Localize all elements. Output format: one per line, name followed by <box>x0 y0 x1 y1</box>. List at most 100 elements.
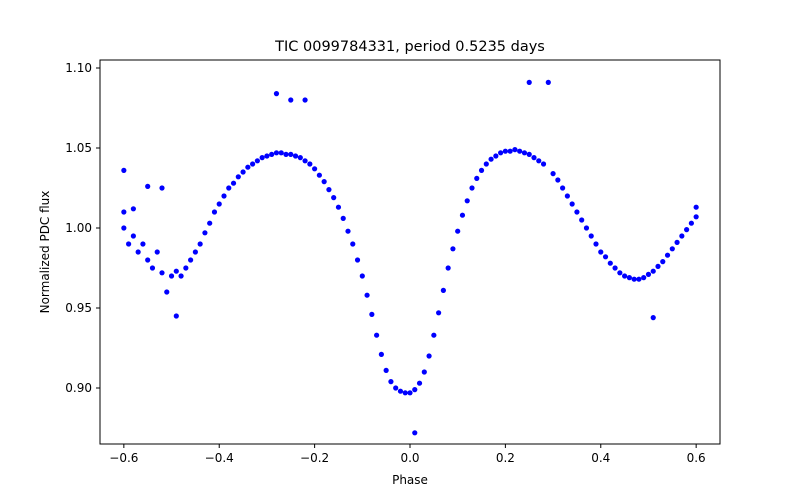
x-tick-label: 0.6 <box>687 451 706 465</box>
data-point <box>412 430 418 436</box>
data-point <box>288 97 294 103</box>
data-point <box>626 275 632 281</box>
data-point <box>507 148 513 154</box>
data-point <box>650 315 656 321</box>
chart-title: TIC 0099784331, period 0.5235 days <box>274 39 545 55</box>
data-point <box>502 148 508 154</box>
x-tick-label: −0.6 <box>109 451 138 465</box>
data-point <box>173 268 179 274</box>
data-point <box>121 225 127 231</box>
data-point <box>650 268 656 274</box>
data-point <box>130 233 136 239</box>
data-point <box>397 388 404 394</box>
data-point <box>483 161 489 167</box>
data-point <box>121 167 127 173</box>
data-point <box>240 169 246 175</box>
data-point <box>340 215 346 221</box>
data-point <box>345 228 351 234</box>
data-point <box>598 249 604 255</box>
data-point <box>259 155 265 161</box>
y-tick-label: 1.00 <box>65 221 92 235</box>
data-point <box>302 158 308 164</box>
data-point <box>579 217 585 223</box>
data-point <box>321 179 327 185</box>
data-point <box>622 273 628 279</box>
data-point <box>536 158 542 164</box>
data-point <box>393 385 399 391</box>
data-point <box>564 193 570 199</box>
data-point <box>636 276 642 282</box>
data-point <box>307 161 313 167</box>
data-point <box>402 390 408 396</box>
data-point <box>297 155 303 161</box>
data-point <box>612 265 618 271</box>
data-point <box>350 241 356 247</box>
data-point <box>674 239 680 245</box>
data-point <box>469 185 475 191</box>
data-point <box>488 156 494 162</box>
x-tick-label: 0.0 <box>400 451 419 465</box>
data-point <box>431 332 437 338</box>
x-tick-label: 0.4 <box>591 451 610 465</box>
data-point <box>145 257 151 263</box>
data-point <box>192 249 198 255</box>
data-series <box>121 79 699 436</box>
data-point <box>369 311 375 317</box>
data-point <box>445 265 451 271</box>
data-point <box>588 233 594 239</box>
data-point <box>354 257 361 263</box>
data-point <box>183 265 189 271</box>
data-point <box>593 241 599 247</box>
data-point <box>555 177 561 183</box>
data-point <box>531 155 537 161</box>
data-point <box>474 175 480 181</box>
data-point <box>221 193 227 199</box>
data-point <box>164 289 170 295</box>
data-point <box>436 310 442 316</box>
y-tick-label: 0.90 <box>65 381 92 395</box>
data-point <box>202 230 208 236</box>
data-point <box>645 271 652 277</box>
data-point <box>374 332 380 338</box>
data-point <box>278 150 284 156</box>
data-point <box>512 147 518 153</box>
data-point <box>149 265 156 271</box>
data-point <box>159 185 165 191</box>
x-axis-label: Phase <box>392 473 428 487</box>
data-point <box>450 246 456 252</box>
data-point <box>521 150 528 156</box>
data-point <box>607 260 613 266</box>
data-point <box>197 241 203 247</box>
data-point <box>264 153 270 159</box>
data-point <box>269 151 275 157</box>
data-point <box>455 228 461 234</box>
data-point <box>154 249 160 255</box>
data-point <box>602 254 609 260</box>
data-point <box>517 148 523 154</box>
data-point <box>326 187 332 193</box>
data-point <box>230 180 237 186</box>
data-point <box>140 241 146 247</box>
data-point <box>312 166 318 172</box>
data-point <box>235 174 241 180</box>
data-point <box>121 209 127 215</box>
data-point <box>464 198 470 204</box>
data-point <box>412 387 418 393</box>
data-point <box>526 79 532 85</box>
data-point <box>679 233 685 239</box>
data-point <box>569 201 575 207</box>
data-point <box>641 275 647 281</box>
data-point <box>135 249 141 255</box>
y-tick-label: 1.10 <box>65 61 92 75</box>
y-axis: 0.90 0.95 1.00 1.05 1.10 <box>65 61 100 395</box>
data-point <box>459 212 466 218</box>
data-point <box>560 185 566 191</box>
x-tick-label: −0.2 <box>300 451 329 465</box>
data-point <box>545 79 551 85</box>
data-point <box>254 158 260 164</box>
data-point <box>130 206 136 212</box>
data-point <box>126 241 132 247</box>
data-point <box>660 259 666 265</box>
data-point <box>693 204 699 210</box>
